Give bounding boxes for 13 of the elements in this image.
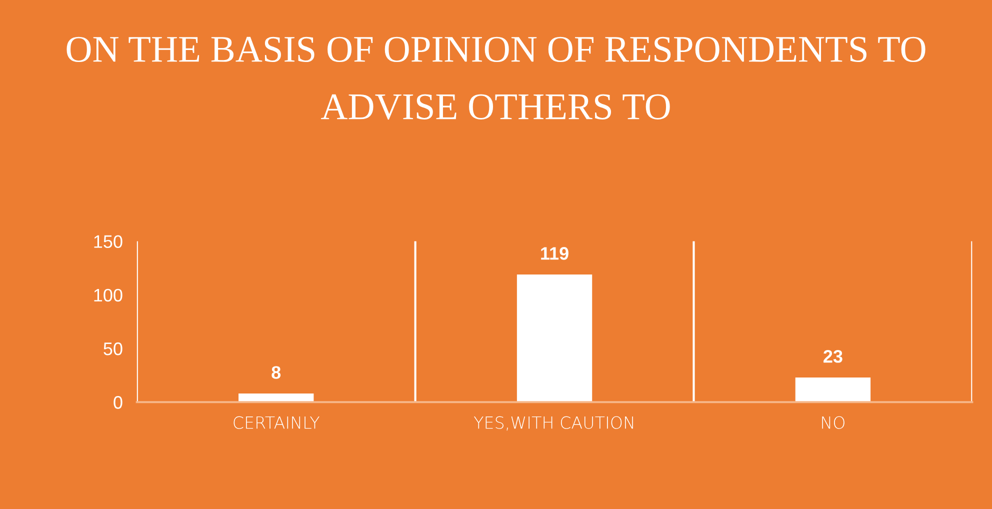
y-tick-label: 50: [104, 342, 122, 356]
y-tick-label: 0: [114, 396, 122, 409]
data-label: 119: [541, 247, 568, 260]
bar: [516, 274, 592, 402]
x-tick-label: CERTAINLY: [234, 416, 320, 429]
data-label: 23: [824, 350, 842, 363]
y-tick-label: 100: [94, 288, 122, 302]
bar: [795, 377, 871, 402]
y-tick-label: 150: [94, 235, 122, 248]
data-label: 8: [272, 366, 281, 379]
x-tick-label: YES,WITH CAUTION: [474, 416, 633, 431]
x-tick-label: NO: [822, 416, 844, 429]
chart-title: ON THE BASIS OF OPINION OF RESPONDENTS TO ADVISE OTHERS TO: [66, 36, 926, 120]
